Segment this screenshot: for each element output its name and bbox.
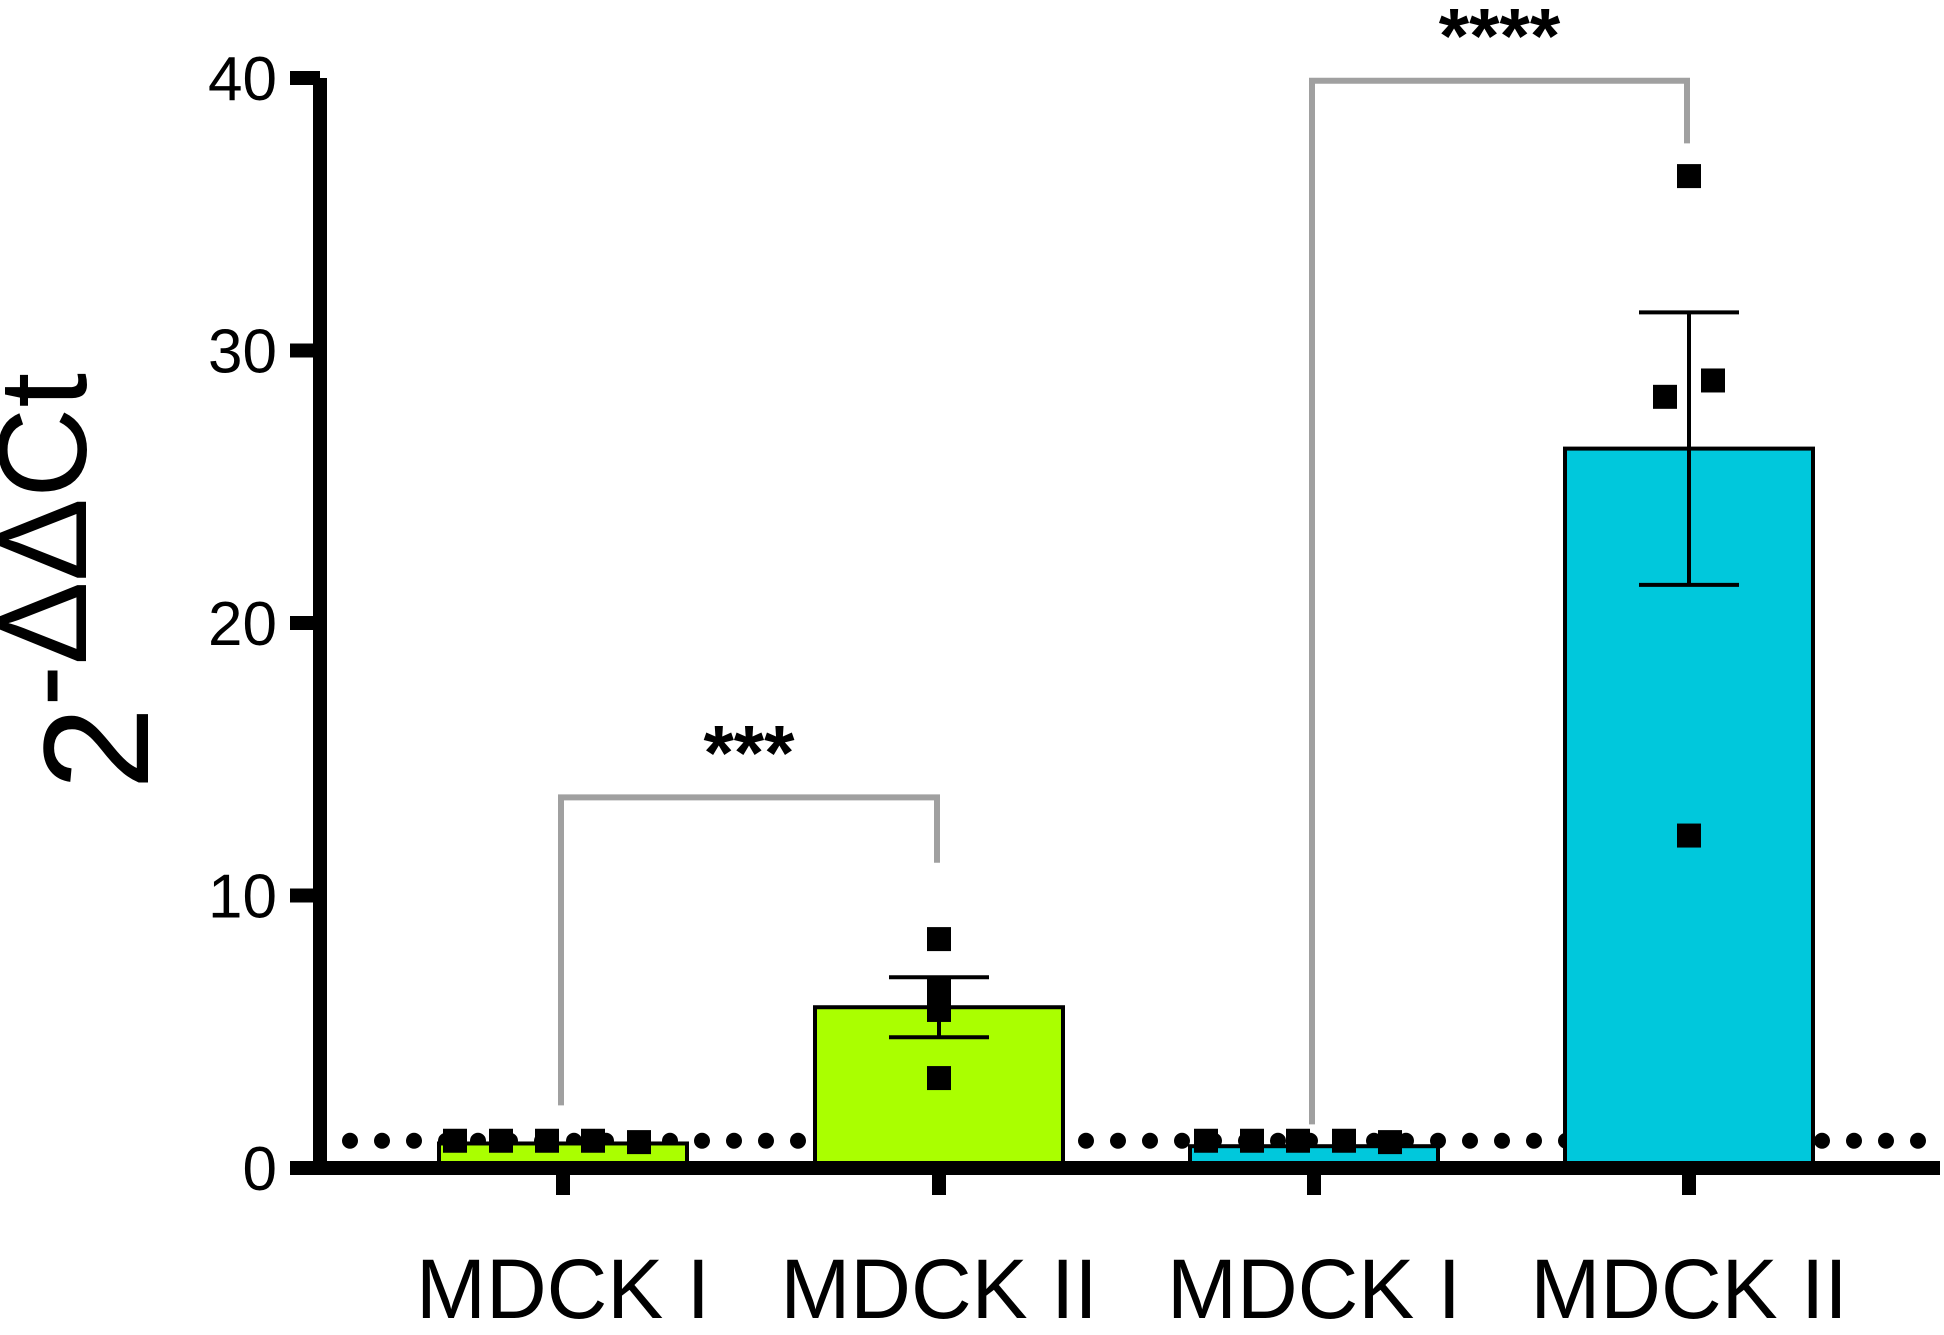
category-label-3: MDCK I <box>1167 1242 1461 1335</box>
data-point-1-5 <box>627 1130 651 1155</box>
y-axis-label-exponent: -ΔΔCt <box>0 373 113 707</box>
data-point-2-3 <box>927 997 951 1022</box>
y-tick-label-40: 40 <box>208 45 277 114</box>
significance-label-2: **** <box>1439 0 1561 80</box>
data-point-4-2 <box>1701 368 1725 393</box>
y-axis-label-base: 2 <box>12 707 180 790</box>
data-point-3-2 <box>1240 1128 1264 1153</box>
y-tick-label-10: 10 <box>208 863 277 932</box>
y-tick-label-30: 30 <box>208 318 277 387</box>
significance-label-1: *** <box>703 708 795 796</box>
data-point-2-1 <box>927 927 951 952</box>
category-label-2: MDCK II <box>780 1242 1097 1335</box>
significance-bracket-2 <box>1309 77 1690 1125</box>
data-point-3-4 <box>1332 1128 1356 1153</box>
data-point-4-3 <box>1653 384 1677 409</box>
data-point-2-4 <box>927 1066 951 1091</box>
data-point-1-4 <box>581 1128 605 1153</box>
data-point-3-3 <box>1286 1128 1310 1153</box>
category-label-4: MDCK II <box>1530 1242 1847 1335</box>
y-tick-label-0: 0 <box>243 1135 277 1204</box>
category-label-1: MDCK I <box>416 1242 710 1335</box>
data-point-1-3 <box>535 1128 559 1153</box>
data-point-3-1 <box>1194 1128 1218 1153</box>
y-tick-label-20: 20 <box>208 590 277 659</box>
data-point-2-2 <box>927 976 951 1001</box>
data-point-1-2 <box>489 1128 513 1153</box>
significance-bracket-1 <box>558 794 940 1106</box>
data-point-1-1 <box>443 1128 467 1153</box>
y-axis-label: 2-ΔΔCt <box>0 373 180 790</box>
data-point-3-5 <box>1378 1130 1402 1155</box>
data-point-4-4 <box>1677 823 1701 848</box>
data-point-4-1 <box>1677 164 1701 189</box>
